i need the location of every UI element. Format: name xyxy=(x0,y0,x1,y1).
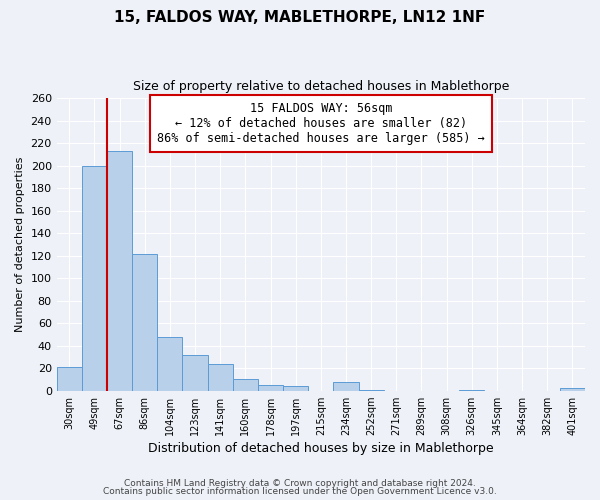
Bar xyxy=(334,382,359,390)
Bar xyxy=(82,166,107,390)
Text: 15 FALDOS WAY: 56sqm
← 12% of detached houses are smaller (82)
86% of semi-detac: 15 FALDOS WAY: 56sqm ← 12% of detached h… xyxy=(157,102,485,144)
Bar xyxy=(107,151,132,390)
Bar xyxy=(56,367,82,390)
Text: 15, FALDOS WAY, MABLETHORPE, LN12 1NF: 15, FALDOS WAY, MABLETHORPE, LN12 1NF xyxy=(115,10,485,25)
Text: Contains public sector information licensed under the Open Government Licence v3: Contains public sector information licen… xyxy=(103,487,497,496)
Bar xyxy=(233,380,258,390)
Bar xyxy=(157,336,182,390)
Text: Contains HM Land Registry data © Crown copyright and database right 2024.: Contains HM Land Registry data © Crown c… xyxy=(124,478,476,488)
Bar xyxy=(258,385,283,390)
Bar xyxy=(182,354,208,390)
Bar xyxy=(283,386,308,390)
Bar xyxy=(560,388,585,390)
Bar xyxy=(208,364,233,390)
X-axis label: Distribution of detached houses by size in Mablethorpe: Distribution of detached houses by size … xyxy=(148,442,494,455)
Title: Size of property relative to detached houses in Mablethorpe: Size of property relative to detached ho… xyxy=(133,80,509,93)
Y-axis label: Number of detached properties: Number of detached properties xyxy=(15,157,25,332)
Bar xyxy=(132,254,157,390)
